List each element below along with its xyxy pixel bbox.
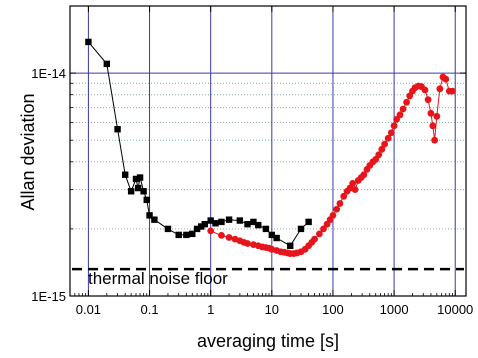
series-2-point <box>315 230 323 238</box>
series-1-point <box>132 175 140 183</box>
series-2-point <box>311 235 318 243</box>
series-2-point <box>207 227 215 235</box>
series-1-point <box>164 225 172 233</box>
series-1-point <box>244 220 251 228</box>
series-2-point <box>360 171 368 179</box>
series-1-point <box>134 184 142 192</box>
series-1-point <box>218 218 225 226</box>
plot-frame <box>69 5 467 297</box>
y-axis-label: Allan deviation <box>18 93 38 210</box>
x-tick-label: 0.1 <box>141 302 159 317</box>
x-tick-label: 10 <box>265 302 279 317</box>
series-1-point <box>201 220 208 228</box>
series-1-point <box>262 225 270 233</box>
series-2-point <box>421 86 429 94</box>
series-1-point <box>212 220 219 227</box>
series-2-point <box>429 122 437 130</box>
series-2-point <box>384 134 392 142</box>
series-1-point <box>255 221 262 229</box>
series-2-point <box>387 129 395 137</box>
series-2-point <box>351 186 359 194</box>
series-1-point <box>175 231 182 239</box>
series-1-point <box>193 225 201 233</box>
series-1-point <box>287 242 294 249</box>
series-1-point <box>127 188 135 195</box>
series-2-point <box>349 180 357 187</box>
x-tick-label: 1 <box>207 302 214 317</box>
series-2-point <box>442 75 450 83</box>
series-1-point <box>273 234 280 242</box>
series-1-point <box>85 38 92 46</box>
series-2-point <box>390 122 398 130</box>
data-series <box>85 38 456 257</box>
x-tick-label: 10000 <box>437 302 473 317</box>
series-2-point <box>329 211 337 219</box>
series-1-point <box>297 225 305 233</box>
series-2-point <box>333 205 341 213</box>
x-tick-label: 1000 <box>380 302 409 317</box>
series-2-point <box>340 192 348 200</box>
series-2-point <box>381 140 389 148</box>
series-2-point <box>399 105 407 113</box>
series-2-point <box>431 136 439 144</box>
axis-ticks: 0.01 0.1 1 10 100 1000 10000 1E-15 1E-14 <box>31 6 473 317</box>
series-2-point <box>378 145 386 153</box>
series-2-point <box>225 234 233 241</box>
annotation-thermal-noise-floor: thermal noise floor <box>88 269 228 288</box>
series-2-point <box>375 151 383 159</box>
y-tick-label: 1E-14 <box>31 66 66 81</box>
series-1-point <box>198 223 205 230</box>
series-1-point <box>146 212 153 219</box>
series-2-point <box>244 240 251 247</box>
series-1-point <box>189 230 196 238</box>
series-2-point <box>449 87 456 95</box>
series-2-point <box>433 112 441 120</box>
series-2-point <box>218 232 225 239</box>
series-2-point <box>396 111 404 119</box>
series-2-point <box>320 225 327 233</box>
series-1-point <box>305 218 312 226</box>
series-2-point <box>436 85 444 93</box>
series-1-point <box>140 188 147 195</box>
series-2-point <box>336 200 344 207</box>
series-1-point <box>151 216 158 223</box>
y-tick-label: 1E-15 <box>31 289 66 304</box>
series-1-point <box>250 218 257 226</box>
series-1-point <box>103 60 111 68</box>
series-1-point <box>183 231 190 239</box>
x-axis-label: averaging time [s] <box>197 331 339 351</box>
series-1-point <box>268 231 276 239</box>
series-1-point <box>236 217 244 224</box>
series-1-point <box>225 216 233 223</box>
x-tick-label: 0.01 <box>76 302 101 317</box>
series-1-point <box>143 196 150 204</box>
series-2-point <box>427 109 435 117</box>
series-2-point <box>424 96 432 104</box>
series-1-point <box>122 171 129 178</box>
series-2-point <box>403 98 410 106</box>
series-1-point <box>207 217 214 224</box>
x-tick-label: 100 <box>322 302 344 317</box>
series-1-point <box>136 174 144 181</box>
series-1-point <box>114 126 121 133</box>
